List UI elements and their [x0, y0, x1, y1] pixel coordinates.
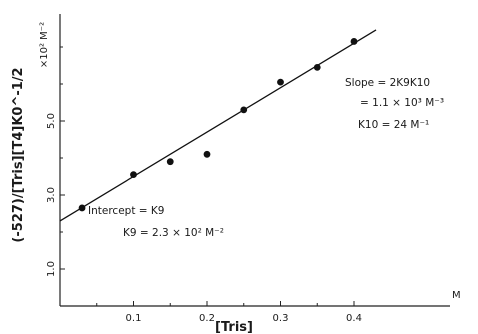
- data-points: [78, 38, 358, 212]
- x-tick-label: 0.1: [126, 313, 142, 324]
- data-point: [203, 150, 211, 158]
- ticks: 0.1 0.2 0.3 0.4 1.0 3.0 5.0: [46, 46, 362, 324]
- data-point: [240, 106, 248, 114]
- data-point: [166, 158, 174, 166]
- k9-value: K9 = 2.3 × 10² M⁻²: [123, 227, 224, 239]
- data-point: [313, 63, 321, 71]
- fit-line-group: [59, 29, 377, 222]
- data-point: [130, 171, 137, 179]
- fit-line: [59, 29, 377, 222]
- x-tick-label: 0.2: [199, 313, 215, 324]
- data-point: [78, 204, 86, 212]
- slope-label: Slope = 2K9K10: [345, 77, 430, 89]
- y-axis-unit: ×10² M⁻²: [39, 22, 50, 68]
- y-tick-label: 5.0: [46, 113, 57, 129]
- x-axis-unit: M: [452, 290, 461, 301]
- axes: [59, 14, 450, 307]
- intercept-label: Intercept = K9: [88, 205, 164, 217]
- y-tick-label: 1.0: [46, 261, 57, 277]
- slope-value: = 1.1 × 10³ M⁻³: [360, 97, 444, 109]
- y-axis-label: (-527)/[Tris][T4]K0^-1/2: [11, 67, 26, 242]
- x-tick-label: 0.4: [346, 313, 362, 324]
- k10-value: K10 = 24 M⁻¹: [358, 119, 429, 131]
- data-point: [277, 78, 284, 86]
- y-tick-label: 3.0: [46, 187, 57, 203]
- x-tick-label: 0.3: [273, 313, 289, 324]
- data-point: [350, 38, 358, 45]
- x-axis-label: [Tris]: [215, 320, 253, 334]
